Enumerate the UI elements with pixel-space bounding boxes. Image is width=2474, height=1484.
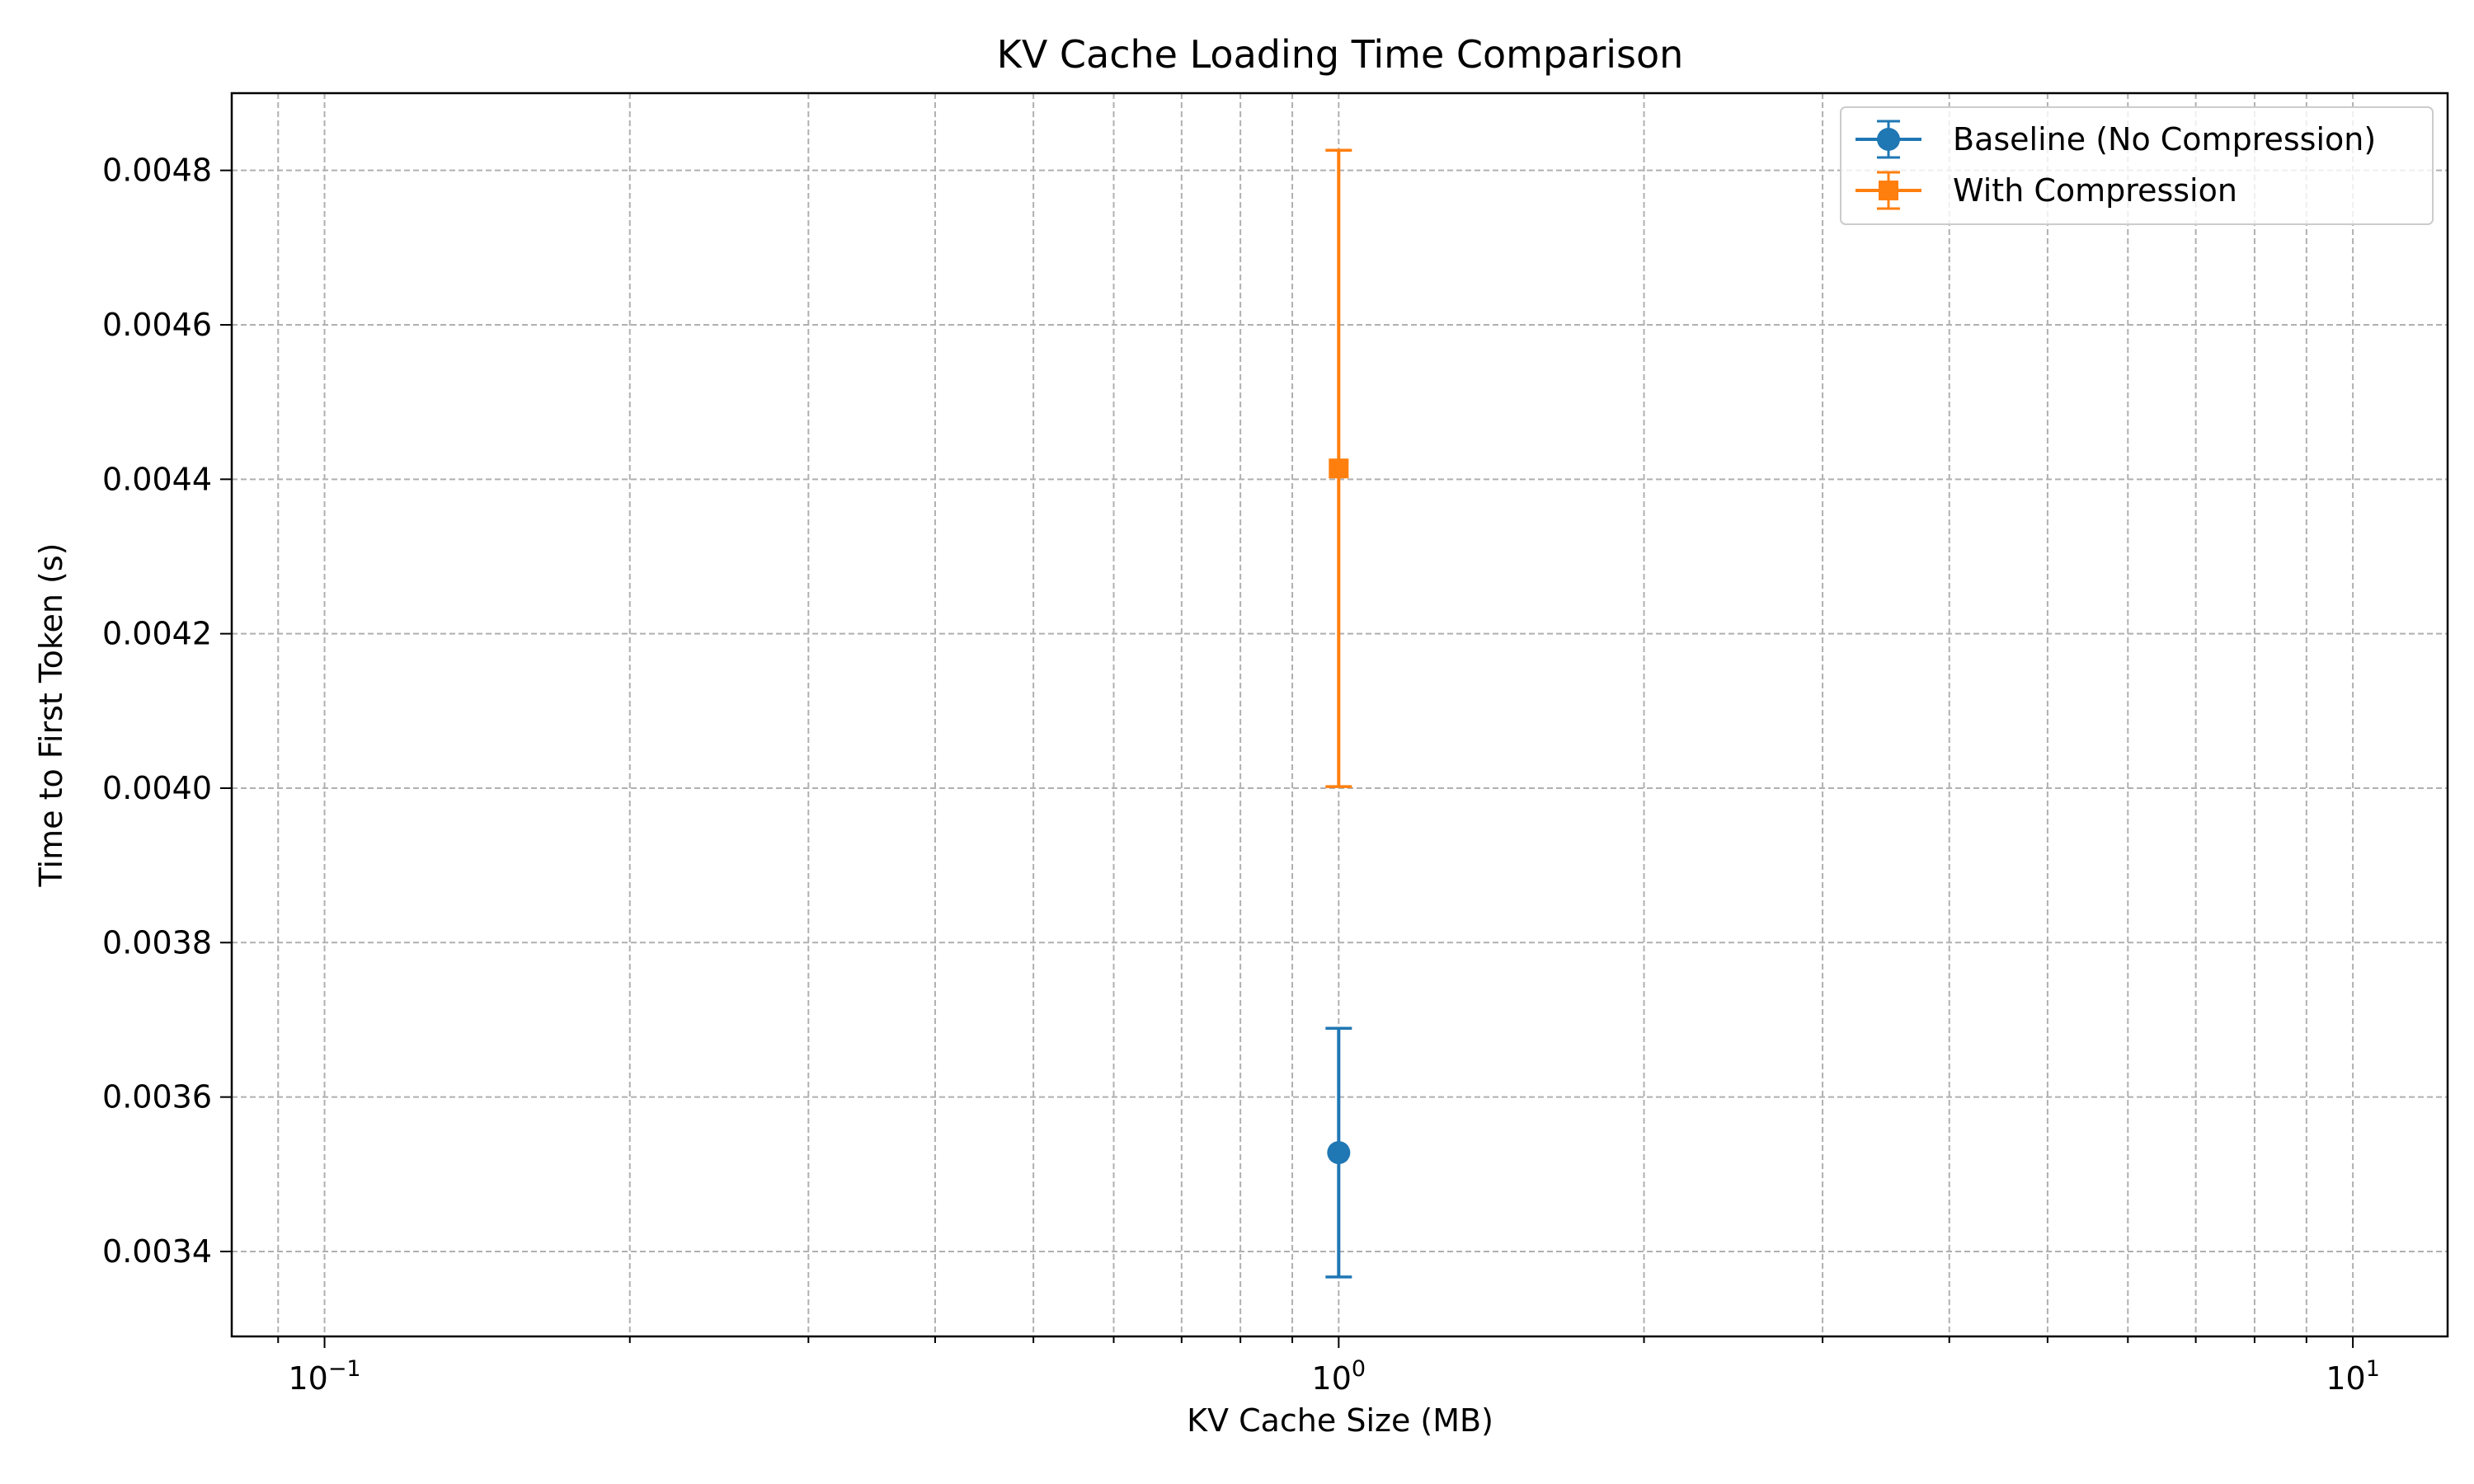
x-tick-label: 101 [2326, 1356, 2380, 1397]
y-tick-label: 0.0036 [102, 1079, 212, 1115]
x-tick-label: 10−1 [288, 1356, 360, 1397]
legend-label: Baseline (No Compression) [1953, 121, 2376, 157]
plot-frame [230, 92, 2449, 1338]
legend-label: With Compression [1953, 172, 2237, 209]
axis-ticks: 10−1 100 101 0.0034 0.0036 0.0038 0.0040 0.0042… [102, 153, 2380, 1397]
x-tick-label: 100 [1312, 1356, 1366, 1397]
y-axis-label: Time to First Token (s) [33, 543, 69, 888]
y-tick-label: 0.0040 [102, 770, 212, 806]
plot-series [1325, 148, 1352, 1279]
y-tick-label: 0.0044 [102, 461, 212, 497]
y-tick-label: 0.0048 [102, 153, 212, 189]
legend: Baseline (No Compression) With Compressio… [1840, 106, 2434, 225]
chart-title: KV Cache Loading Time Comparison [997, 32, 1684, 77]
legend-square-marker [1879, 181, 1898, 200]
data-point-square [1329, 458, 1349, 479]
x-axis-label: KV Cache Size (MB) [1187, 1402, 1493, 1439]
legend-circle-marker [1877, 128, 1900, 151]
y-tick-label: 0.0034 [102, 1233, 212, 1270]
legend-box [1840, 106, 2434, 225]
data-point-circle [1327, 1141, 1351, 1165]
y-tick-label: 0.0046 [102, 307, 212, 343]
y-tick-label: 0.0042 [102, 616, 212, 652]
y-tick-label: 0.0038 [102, 924, 212, 960]
